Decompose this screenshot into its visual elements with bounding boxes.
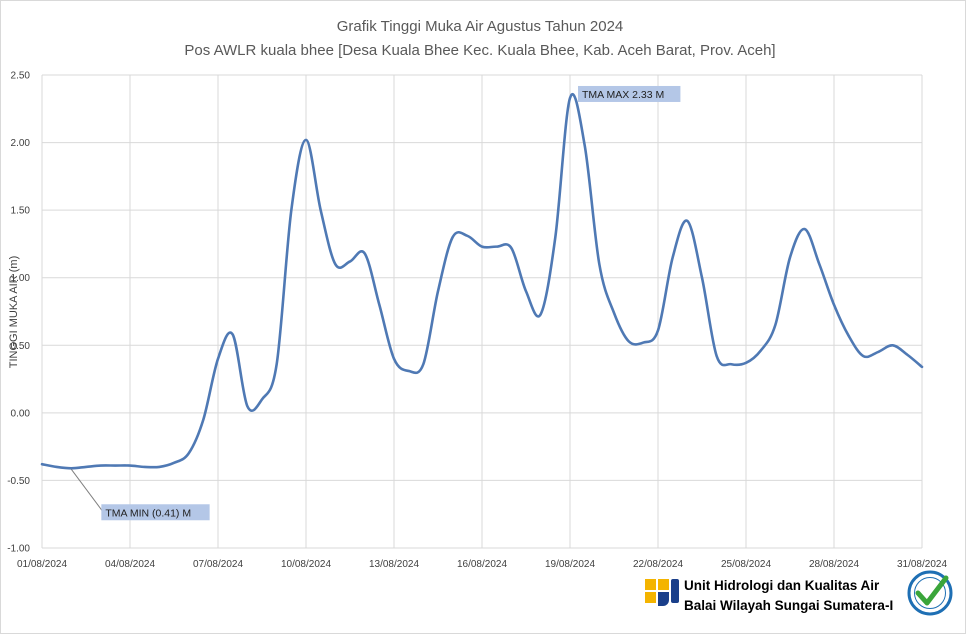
y-tick-label: 0.50 xyxy=(11,341,31,352)
y-tick-label: 2.50 xyxy=(11,71,31,82)
x-tick-label: 31/08/2024 xyxy=(897,559,947,570)
footer-line-2: Balai Wilayah Sungai Sumatera-I xyxy=(684,598,893,613)
annotation-leader-line xyxy=(70,468,104,513)
x-tick-label: 01/08/2024 xyxy=(17,559,67,570)
y-tick-label: 2.00 xyxy=(11,138,31,149)
annotation-min: TMA MIN (0.41) M xyxy=(105,507,191,519)
y-axis-label: TINGGI MUKA AIR (m) xyxy=(8,256,20,368)
footer: Unit Hidrologi dan Kualitas Air Balai Wi… xyxy=(645,570,953,616)
x-tick-label: 16/08/2024 xyxy=(457,559,507,570)
x-tick-label: 07/08/2024 xyxy=(193,559,243,570)
annotation-box xyxy=(101,504,210,521)
x-tick-label: 22/08/2024 xyxy=(633,559,683,570)
x-tick-label: 04/08/2024 xyxy=(105,559,155,570)
y-tick-label: 1.00 xyxy=(11,273,31,284)
x-tick-label: 25/08/2024 xyxy=(721,559,771,570)
chart-subtitle: Pos AWLR kuala bhee [Desa Kuala Bhee Kec… xyxy=(184,42,775,59)
annotations: TMA MAX 2.33 M TMA MIN (0.41) M xyxy=(70,85,681,521)
annotation-box xyxy=(578,85,681,102)
grid xyxy=(41,74,923,549)
x-tick-label: 13/08/2024 xyxy=(369,559,419,570)
y-tick-label: 1.50 xyxy=(11,206,31,217)
ticks: -1.00 -0.50 0.00 0.50 1.00 1.50 2.00 2.50 01/08/… xyxy=(7,71,947,571)
annotation-max: TMA MAX 2.33 M xyxy=(582,89,664,101)
x-tick-label: 19/08/2024 xyxy=(545,559,595,570)
chart-title: Grafik Tinggi Muka Air Agustus Tahun 202… xyxy=(337,18,624,35)
pu-logo xyxy=(645,579,679,606)
footer-line-1: Unit Hidrologi dan Kualitas Air xyxy=(684,578,880,593)
x-tick-label: 28/08/2024 xyxy=(809,559,859,570)
y-tick-label: -0.50 xyxy=(7,476,30,487)
x-tick-label: 10/08/2024 xyxy=(281,559,331,570)
certification-seal-icon xyxy=(907,570,953,616)
y-tick-label: -1.00 xyxy=(7,544,30,555)
series-line xyxy=(40,93,924,470)
y-tick-label: 0.00 xyxy=(11,408,31,419)
